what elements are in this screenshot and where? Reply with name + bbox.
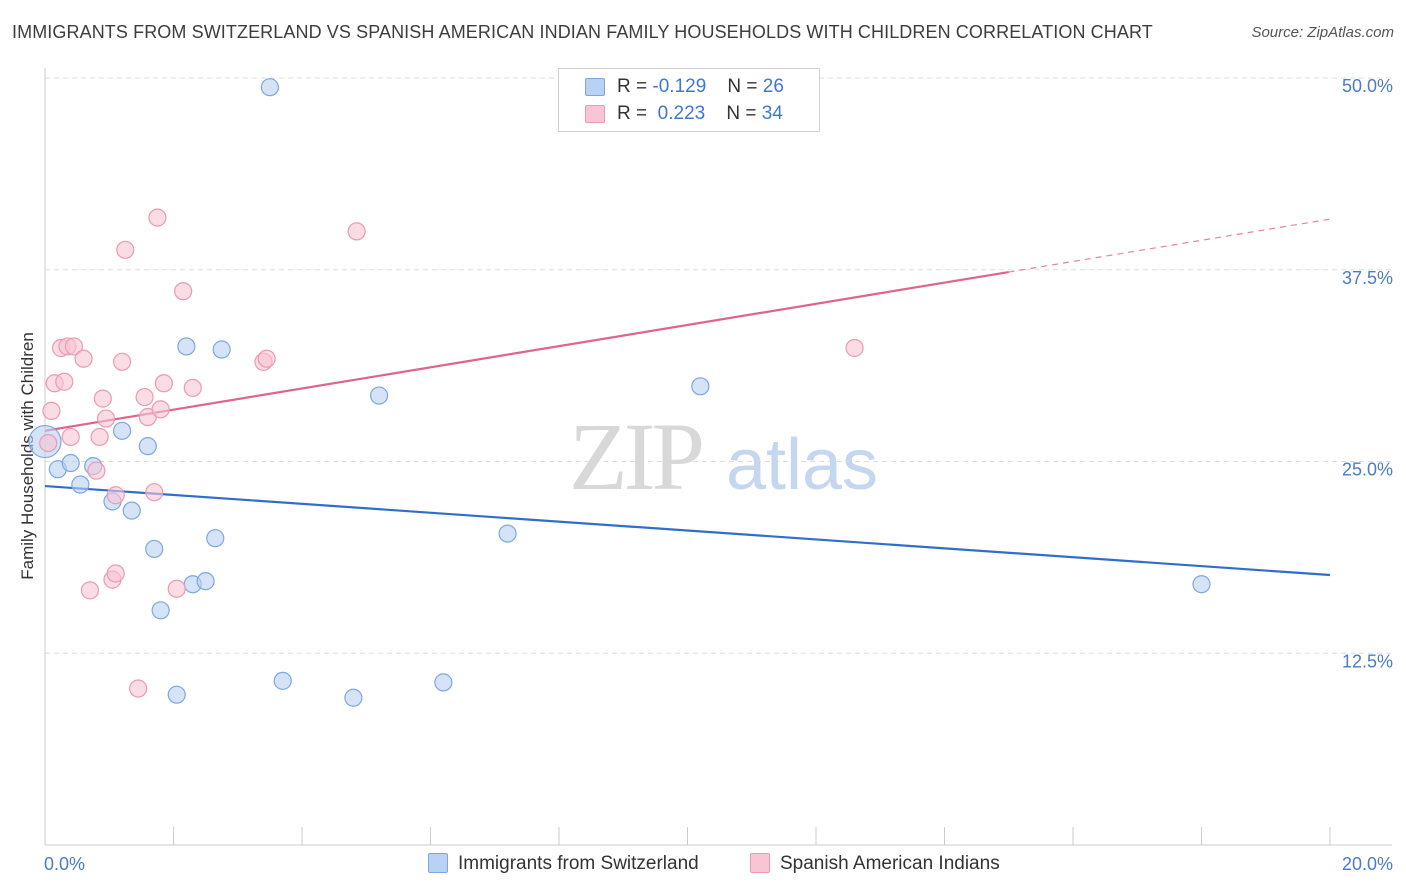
data-point-blue [71, 475, 90, 494]
data-point-pink [129, 679, 148, 698]
data-point-pink [64, 337, 84, 356]
data-point-pink [183, 378, 202, 397]
x-tick-label: 0.0% [44, 854, 85, 874]
data-points [28, 78, 1211, 707]
trend-line-extension-pink [1008, 218, 1331, 273]
data-point-pink [174, 282, 193, 301]
data-point-pink [61, 427, 80, 447]
data-point-blue [1192, 575, 1211, 594]
y-tick-label: 12.5% [1342, 651, 1393, 671]
data-point-blue [691, 377, 710, 396]
y-tick-label: 37.5% [1342, 268, 1393, 288]
y-tick-label: 50.0% [1342, 76, 1393, 96]
legend-swatch-blue [585, 78, 605, 96]
data-point-pink [39, 433, 58, 453]
legend-n-label: N = [726, 103, 757, 124]
data-point-blue [206, 529, 225, 548]
data-point-pink [42, 401, 61, 420]
data-point-blue [122, 501, 141, 520]
data-point-pink [347, 222, 366, 241]
data-point-pink [151, 400, 170, 419]
data-point-blue [212, 340, 231, 359]
data-point-pink [845, 338, 864, 358]
series-swatch-blue [428, 853, 448, 873]
trend-line-pink [44, 270, 1009, 432]
data-point-pink [154, 374, 173, 393]
watermark-zip: ZIP [569, 403, 702, 510]
data-point-blue [273, 671, 292, 690]
data-point-blue [145, 539, 164, 559]
axes [44, 68, 1392, 846]
data-point-blue [167, 685, 186, 704]
x-tick-label: 20.0% [1342, 854, 1393, 874]
data-point-pink [96, 409, 116, 428]
legend-r-label: R = [617, 76, 648, 97]
data-point-blue [151, 601, 170, 620]
data-point-blue [434, 673, 453, 692]
data-point-pink [87, 461, 106, 480]
data-point-pink [167, 579, 186, 598]
data-point-pink [257, 349, 276, 368]
series-label-switzerland: Immigrants from Switzerland [458, 853, 699, 874]
data-point-blue [196, 572, 215, 591]
legend-n-label: N = [727, 76, 758, 97]
series-label-spanish-american-indians: Spanish American Indians [780, 853, 1000, 874]
tick-labels: 12.5% 25.0% 37.5% 50.0% 0.0% 20.0% [44, 76, 1393, 874]
data-point-blue [260, 78, 279, 97]
data-point-pink [93, 389, 112, 408]
correlation-legend: R = -0.129 N = 26 R = 0.223 N = 34 [558, 68, 820, 132]
legend-r-value: -0.129 [652, 76, 707, 97]
gridlines [45, 77, 1392, 654]
watermark-atlas: atlas [726, 425, 878, 505]
data-point-blue [112, 421, 132, 440]
data-point-blue [344, 688, 363, 707]
legend-swatch-pink [585, 105, 605, 123]
trend-lines [44, 218, 1331, 577]
data-point-pink [106, 564, 125, 583]
data-point-pink [106, 486, 125, 505]
trend-line-blue [44, 484, 1331, 577]
data-point-pink [55, 372, 74, 391]
data-point-blue [138, 437, 157, 456]
data-point-pink [90, 427, 109, 447]
data-point-pink [74, 349, 93, 368]
data-point-pink [135, 387, 154, 407]
legend-n-value: 34 [761, 103, 783, 124]
legend-n-value: 26 [762, 76, 784, 97]
data-point-blue [498, 524, 517, 543]
source-credit: Source: ZipAtlas.com [1251, 24, 1394, 41]
series-swatch-pink [750, 853, 770, 873]
data-point-blue [177, 337, 196, 356]
data-point-pink [116, 240, 135, 259]
data-point-blue [370, 386, 389, 405]
data-point-pink [80, 581, 100, 600]
y-tick-label: 25.0% [1342, 460, 1393, 480]
data-point-blue [61, 453, 80, 473]
legend-r-label: R = [617, 103, 648, 124]
chart-title: IMMIGRANTS FROM SWITZERLAND VS SPANISH A… [12, 22, 1153, 42]
data-point-pink [148, 208, 167, 227]
legend-r-value: 0.223 [657, 103, 706, 124]
data-point-pink [145, 483, 164, 502]
data-point-pink [112, 352, 132, 371]
